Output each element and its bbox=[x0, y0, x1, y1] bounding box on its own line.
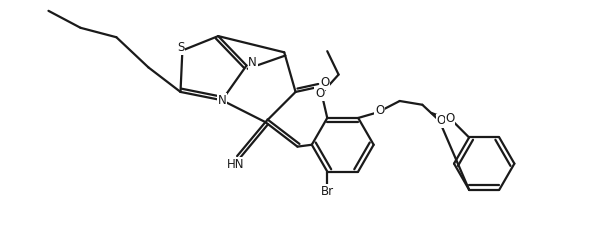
Text: N: N bbox=[248, 56, 257, 69]
Text: O: O bbox=[320, 76, 329, 89]
Text: O: O bbox=[315, 87, 325, 100]
Text: HN: HN bbox=[226, 158, 244, 171]
Text: O: O bbox=[446, 112, 455, 125]
Text: O: O bbox=[437, 114, 446, 127]
Text: S: S bbox=[177, 41, 184, 54]
Text: N: N bbox=[218, 94, 226, 107]
Text: Br: Br bbox=[321, 185, 334, 198]
Text: O: O bbox=[375, 104, 384, 117]
